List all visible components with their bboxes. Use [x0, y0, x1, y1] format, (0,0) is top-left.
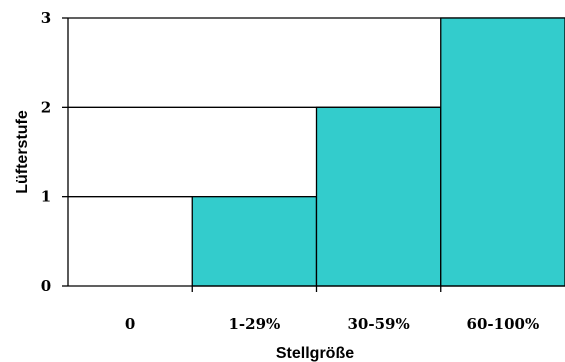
x-tick-label-1: 1-29% — [228, 315, 280, 333]
y-tick-label-1: 1 — [41, 188, 51, 206]
y-tick-label-2: 2 — [41, 98, 51, 116]
x-tick-label-3: 60-100% — [467, 315, 540, 333]
x-tick-labels: 0 1-29% 30-59% 60-100% — [125, 286, 539, 333]
y-axis-title: Lüfterstufe — [14, 110, 31, 194]
bar-3 — [440, 17, 565, 287]
x-axis-title: Stellgröße — [276, 345, 354, 362]
x-tick-label-2: 30-59% — [348, 315, 410, 333]
bar-1 — [191, 196, 318, 287]
y-tick-labels: 0 1 2 3 — [41, 9, 68, 295]
bars — [191, 17, 565, 287]
y-tick-label-3: 3 — [41, 9, 51, 27]
y-tick-label-0: 0 — [41, 277, 51, 295]
bar-2 — [315, 106, 442, 287]
x-tick-label-0: 0 — [125, 315, 135, 333]
